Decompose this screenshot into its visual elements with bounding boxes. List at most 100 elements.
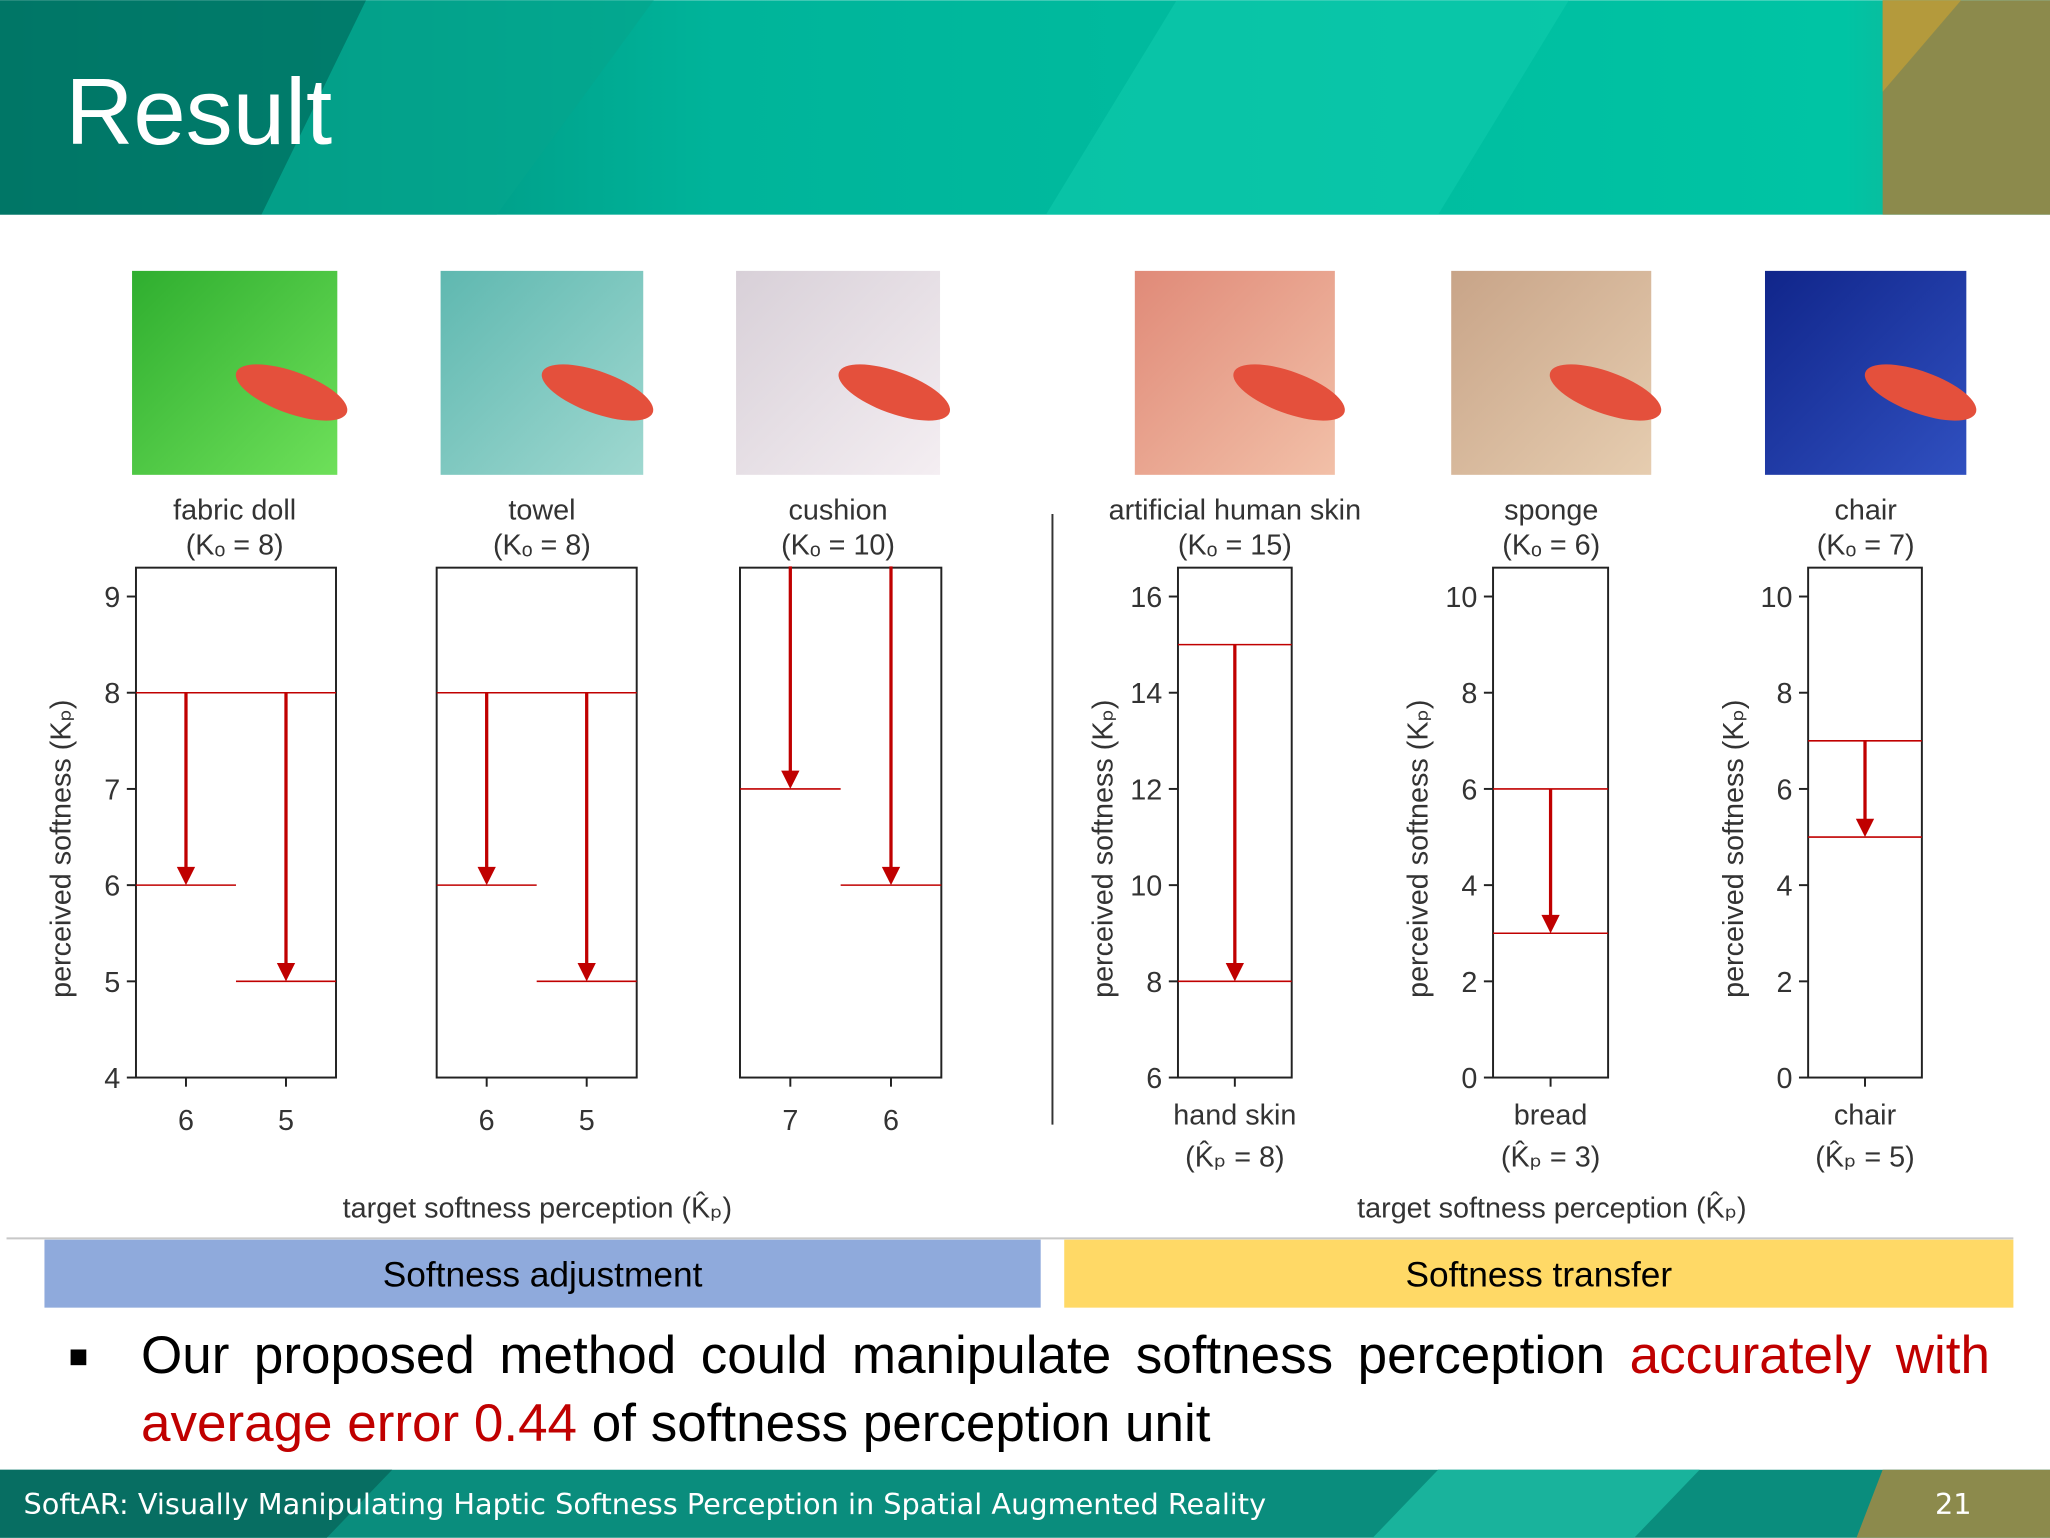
object-name: cushion bbox=[788, 494, 887, 526]
header-decor bbox=[261, 0, 654, 215]
footer-text: SoftAR: Visually Manipulating Haptic Sof… bbox=[24, 1487, 1267, 1521]
y-tick-label: 7 bbox=[104, 774, 120, 806]
y-tick-label: 8 bbox=[1146, 967, 1162, 999]
header-decor bbox=[1045, 0, 1569, 215]
y-tick-label: 0 bbox=[1776, 1063, 1792, 1095]
arrow-head bbox=[276, 963, 296, 982]
y-tick-label: 6 bbox=[1146, 1063, 1162, 1095]
y-tick-label: 10 bbox=[1130, 871, 1162, 903]
arrow-head bbox=[1855, 818, 1875, 838]
y-axis-label: perceived softness (Kₚ) bbox=[46, 700, 78, 998]
footer-decor bbox=[0, 1469, 393, 1538]
finger bbox=[1549, 364, 1662, 421]
arrow-head bbox=[781, 770, 800, 789]
y-tick-label: 2 bbox=[1461, 967, 1477, 999]
y-axis-label: perceived softness (Kₚ) bbox=[1718, 700, 1750, 998]
bullet-part: of softness perception unit bbox=[577, 1394, 1211, 1453]
object-photo bbox=[736, 270, 941, 475]
object-stiffness: (Kₒ = 10) bbox=[781, 530, 895, 562]
arrow-head bbox=[477, 866, 496, 886]
x-tick-label: chair bbox=[1834, 1100, 1897, 1132]
finger bbox=[235, 364, 348, 421]
x-axis-label: target softness perception (K̂ₚ) bbox=[343, 1192, 732, 1225]
object-name: chair bbox=[1834, 494, 1897, 526]
finger bbox=[1864, 364, 1977, 421]
y-tick-label: 5 bbox=[104, 967, 120, 999]
y-tick-label: 8 bbox=[1461, 678, 1477, 710]
slide-title: Result bbox=[65, 59, 332, 164]
object-name: sponge bbox=[1504, 494, 1598, 526]
arrow-head bbox=[1541, 914, 1560, 934]
finger bbox=[541, 364, 654, 421]
plot-marks bbox=[135, 691, 337, 983]
y-tick-label: 10 bbox=[1445, 582, 1477, 614]
y-tick-label: 6 bbox=[104, 871, 120, 903]
footer-decor bbox=[1372, 1469, 1700, 1538]
bullet-part: Our proposed method could manipulate sof… bbox=[141, 1326, 1630, 1385]
arrow-head bbox=[176, 866, 196, 886]
header-decor bbox=[1882, 0, 2050, 215]
x-tick-label: 5 bbox=[579, 1105, 595, 1137]
page-number: 21 bbox=[1935, 1487, 1972, 1521]
object-name: artificial human skin bbox=[1109, 494, 1361, 526]
object-photo bbox=[132, 270, 338, 475]
x-tick-note: (K̂ₚ = 8) bbox=[1185, 1141, 1284, 1174]
arrow-head bbox=[577, 963, 596, 982]
y-tick-label: 4 bbox=[104, 1063, 120, 1095]
group-label: Softness transfer bbox=[1405, 1256, 1672, 1295]
x-tick-label: 6 bbox=[479, 1105, 495, 1137]
y-tick-label: 9 bbox=[104, 582, 120, 614]
object-stiffness: (Kₒ = 8) bbox=[186, 530, 284, 562]
plot-marks bbox=[1493, 788, 1609, 935]
x-tick-label: bread bbox=[1514, 1100, 1588, 1132]
y-axis-label: perceived softness (Kₚ) bbox=[1403, 700, 1435, 998]
object-stiffness: (Kₒ = 15) bbox=[1178, 530, 1292, 562]
y-tick-label: 6 bbox=[1776, 774, 1792, 806]
plot-marks bbox=[1808, 740, 1922, 838]
y-tick-label: 12 bbox=[1130, 774, 1162, 806]
y-tick-label: 0 bbox=[1461, 1063, 1477, 1095]
plot-frame bbox=[739, 566, 943, 1079]
x-tick-label: 7 bbox=[782, 1105, 798, 1137]
finger bbox=[838, 364, 951, 421]
object-name: towel bbox=[508, 494, 575, 526]
y-tick-label: 14 bbox=[1130, 678, 1162, 710]
plot-marks bbox=[436, 691, 637, 983]
y-tick-label: 6 bbox=[1461, 774, 1477, 806]
finger bbox=[1233, 364, 1345, 421]
x-tick-label: 6 bbox=[178, 1105, 194, 1137]
object-stiffness: (Kₒ = 8) bbox=[493, 530, 591, 562]
object-stiffness: (Kₒ = 7) bbox=[1817, 530, 1915, 562]
plot-frame bbox=[435, 566, 638, 1079]
plot-marks bbox=[1177, 643, 1292, 983]
y-tick-label: 16 bbox=[1130, 582, 1162, 614]
footer-decor bbox=[1856, 1469, 2050, 1538]
x-tick-label: hand skin bbox=[1173, 1100, 1296, 1132]
object-photo bbox=[440, 270, 644, 475]
bullet-marker bbox=[70, 1349, 87, 1366]
y-tick-label: 8 bbox=[1776, 678, 1792, 710]
group-band bbox=[1064, 1239, 2014, 1308]
bullet-part: accurately with average error 0.44 bbox=[141, 1326, 1990, 1453]
object-name: fabric doll bbox=[173, 494, 296, 526]
y-tick-label: 4 bbox=[1776, 871, 1792, 903]
x-tick-label: 5 bbox=[278, 1105, 294, 1137]
x-tick-note: (K̂ₚ = 3) bbox=[1501, 1141, 1600, 1174]
object-stiffness: (Kₒ = 6) bbox=[1502, 530, 1600, 562]
bullet-text: Our proposed method could manipulate sof… bbox=[141, 1322, 1990, 1458]
plot-frame bbox=[134, 566, 337, 1079]
y-tick-label: 4 bbox=[1461, 871, 1477, 903]
arrow-head bbox=[881, 866, 901, 886]
y-tick-label: 8 bbox=[104, 678, 120, 710]
y-axis-label: perceived softness (Kₚ) bbox=[1088, 700, 1120, 998]
arrow-head bbox=[1225, 963, 1244, 982]
x-axis-label: target softness perception (K̂ₚ) bbox=[1357, 1192, 1746, 1225]
x-tick-label: 6 bbox=[883, 1105, 899, 1137]
y-tick-label: 2 bbox=[1776, 967, 1792, 999]
plot-marks bbox=[739, 566, 942, 886]
header-decor bbox=[0, 0, 367, 215]
y-tick-label: 10 bbox=[1760, 582, 1792, 614]
x-tick-note: (K̂ₚ = 5) bbox=[1815, 1141, 1914, 1174]
